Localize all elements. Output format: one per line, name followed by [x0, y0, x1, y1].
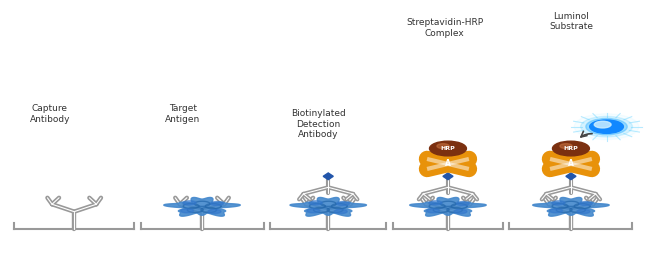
Polygon shape — [454, 210, 467, 213]
Text: Target
Antigen: Target Antigen — [165, 104, 200, 124]
Circle shape — [560, 144, 572, 148]
Polygon shape — [323, 173, 333, 180]
Polygon shape — [307, 209, 320, 213]
Polygon shape — [334, 210, 347, 213]
Text: Streptavidin-HRP
Complex: Streptavidin-HRP Complex — [406, 18, 484, 37]
Text: HRP: HRP — [564, 146, 578, 151]
Polygon shape — [290, 197, 367, 216]
Polygon shape — [211, 202, 224, 206]
Polygon shape — [410, 197, 486, 216]
Text: A: A — [568, 159, 574, 168]
Polygon shape — [181, 209, 194, 213]
Polygon shape — [208, 210, 221, 213]
Circle shape — [552, 141, 590, 156]
Text: Biotinylated
Detection
Antibody: Biotinylated Detection Antibody — [291, 109, 346, 139]
Polygon shape — [443, 173, 453, 180]
Polygon shape — [309, 201, 322, 205]
Circle shape — [430, 141, 467, 156]
Circle shape — [574, 114, 639, 140]
Circle shape — [590, 120, 623, 133]
Polygon shape — [550, 209, 562, 213]
Polygon shape — [426, 209, 439, 213]
Polygon shape — [164, 197, 240, 216]
Circle shape — [594, 121, 611, 128]
Text: HRP: HRP — [441, 146, 456, 151]
Text: Capture
Antibody: Capture Antibody — [30, 104, 70, 124]
Circle shape — [437, 144, 449, 148]
Polygon shape — [429, 201, 442, 205]
Polygon shape — [552, 201, 565, 205]
Polygon shape — [337, 202, 350, 206]
Polygon shape — [183, 201, 196, 205]
Polygon shape — [566, 173, 576, 180]
Polygon shape — [533, 197, 609, 216]
Text: Luminol
Substrate: Luminol Substrate — [549, 12, 593, 31]
Circle shape — [586, 118, 627, 135]
Text: A: A — [445, 159, 451, 168]
Polygon shape — [456, 202, 469, 206]
Circle shape — [580, 116, 632, 137]
Polygon shape — [577, 210, 590, 213]
Polygon shape — [579, 202, 592, 206]
